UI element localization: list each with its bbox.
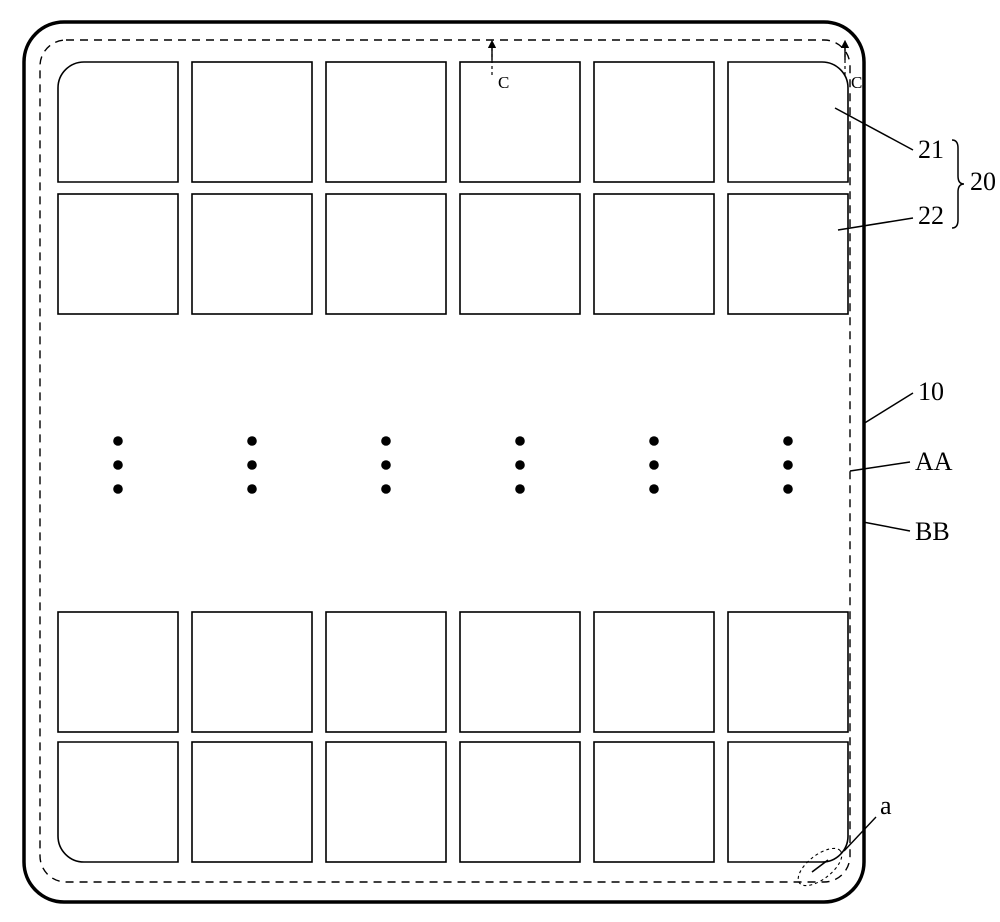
ellipsis-dot <box>247 460 257 470</box>
section-mark-c: C <box>498 73 509 92</box>
ellipsis-dot <box>783 484 793 494</box>
ellipsis-dot <box>515 436 525 446</box>
ellipsis-dot <box>783 436 793 446</box>
ellipsis-dot <box>247 484 257 494</box>
ellipsis-dot <box>649 436 659 446</box>
ellipsis-dot <box>649 460 659 470</box>
ellipsis-dot <box>113 460 123 470</box>
ref-aa-label: AA <box>915 447 953 476</box>
ref-20-label: 20 <box>970 167 996 196</box>
ellipsis-dot <box>515 460 525 470</box>
ref-10-label: 10 <box>918 377 944 406</box>
ellipsis-dot <box>381 460 391 470</box>
ellipsis-dot <box>381 484 391 494</box>
ellipsis-dot <box>113 436 123 446</box>
ellipsis-dot <box>649 484 659 494</box>
ellipsis-dot <box>113 484 123 494</box>
ellipsis-dot <box>381 436 391 446</box>
ref-bb-label: BB <box>915 517 950 546</box>
ref-22-label: 22 <box>918 201 944 230</box>
ref-21-label: 21 <box>918 135 944 164</box>
callout-a-label: a <box>880 791 892 820</box>
ellipsis-dot <box>515 484 525 494</box>
ellipsis-dot <box>783 460 793 470</box>
section-mark-c-prime: C' <box>851 73 865 92</box>
ellipsis-dot <box>247 436 257 446</box>
